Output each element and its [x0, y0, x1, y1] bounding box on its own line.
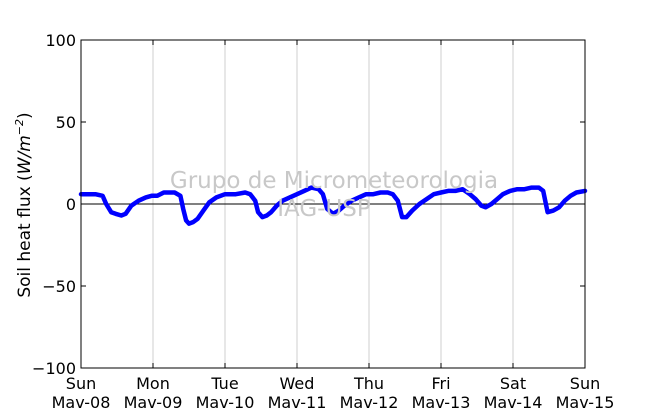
x-tick-label-day: Fri [431, 374, 450, 393]
x-tick-label-date: Mav-15 [556, 393, 615, 409]
x-tick-label-date: Mav-14 [484, 393, 543, 409]
x-tick-label-day: Thu [353, 374, 384, 393]
y-tick-labels: 100 50 0 −50 −100 [32, 31, 76, 378]
y-axis-label-exponent: −2 [13, 119, 26, 135]
y-tick-label: −50 [42, 277, 76, 296]
x-tick-label-date: Mav-11 [268, 393, 327, 409]
x-tick-label-day: Tue [210, 374, 238, 393]
watermark-line-1: Grupo de Micrometeorologia [170, 168, 498, 194]
x-tick-label-day: Sun [570, 374, 600, 393]
x-tick-label-date: Mav-08 [52, 393, 111, 409]
x-tick-labels: SunMav-08MonMav-09TueMav-10WedMav-11ThuM… [52, 374, 615, 409]
y-tick-label: 50 [56, 113, 76, 132]
series-layer [78, 185, 588, 226]
y-tick-label: 0 [66, 195, 76, 214]
series-line-0 [78, 185, 588, 226]
x-tick-label-date: Mav-10 [196, 393, 255, 409]
y-tick-label: 100 [45, 31, 76, 50]
y-axis-label-text: Soil heat flux ( [15, 174, 35, 297]
x-tick-label-day: Mon [136, 374, 170, 393]
x-tick-label-day: Sun [66, 374, 96, 393]
y-axis-label-unit: W/m [15, 135, 35, 174]
x-tick-label-day: Wed [280, 374, 315, 393]
x-tick-label-date: Mav-09 [124, 393, 183, 409]
y-axis-label: Soil heat flux (W/m−2) [13, 112, 35, 297]
tick-marks [80, 39, 586, 369]
x-tick-label-day: Sat [500, 374, 526, 393]
watermark-line-2: IAG-USP [277, 196, 371, 222]
x-tick-label-date: Mav-13 [412, 393, 471, 409]
y-axis-label-close: ) [15, 112, 35, 119]
x-tick-label-date: Mav-12 [340, 393, 399, 409]
y-tick-label: −100 [32, 359, 76, 378]
